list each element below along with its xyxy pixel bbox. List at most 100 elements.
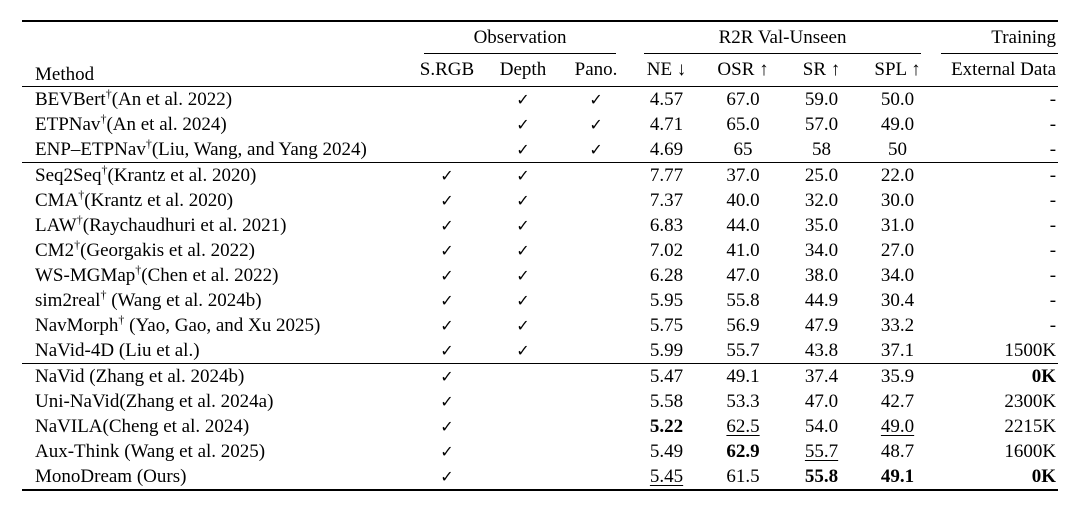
method-cell: ETPNav†(An et al. 2024) <box>22 112 410 137</box>
metric-cell: 34.0 <box>804 240 839 261</box>
header-group-row: Method Observation R2R Val-Unseen Traini… <box>22 21 1059 87</box>
dagger-mark: † <box>76 213 83 227</box>
metric-cell: 49.1 <box>726 366 760 387</box>
external-data-cell: - <box>1049 165 1057 186</box>
table-row: Seq2Seq†(Krantz et al. 2020) ✓ ✓ 7.77 37.0 25… <box>22 163 1058 189</box>
metric-cell: 47.0 <box>726 265 760 286</box>
metric-cell: 5.75 <box>649 315 684 336</box>
method-cell: NaVILA(Cheng et al. 2024) <box>22 414 410 439</box>
method-citation: (An et al. 2022) <box>111 89 233 110</box>
dagger-mark: † <box>101 162 108 177</box>
check-icon: ✓ <box>440 216 454 235</box>
metric-cell: 59.0 <box>804 89 839 110</box>
check-icon: ✓ <box>589 115 603 134</box>
empty-cell <box>562 163 630 189</box>
method-cell: BEVBert†(An et al. 2022) <box>22 87 410 113</box>
check-cell: ✓ <box>484 163 562 189</box>
metric-cell: 30.0 <box>880 190 915 211</box>
method-citation: (Krantz et al. 2020) <box>84 190 234 211</box>
check-cell: ✓ <box>410 338 484 364</box>
empty-cell <box>562 313 630 338</box>
table-row: CM2†(Georgakis et al. 2022) ✓ ✓ 7.02 41.0 34.… <box>22 238 1058 263</box>
metric-cell: 35.0 <box>804 215 839 236</box>
metric-cell: 6.28 <box>649 265 684 286</box>
metric-cell: 30.4 <box>880 290 915 311</box>
method-name: Uni-NaVid <box>35 391 120 412</box>
empty-cell <box>562 263 630 288</box>
method-name: ENP–ETPNav <box>35 139 146 160</box>
external-data-cell: 0K <box>1031 366 1057 387</box>
method-cell: Aux-Think (Wang et al. 2025) <box>22 439 410 464</box>
metric-cell: 6.83 <box>649 215 684 236</box>
method-name: LAW <box>35 215 77 236</box>
col-header-pano: Pano. <box>562 54 631 87</box>
col-header-method: Method <box>22 21 410 87</box>
check-cell: ✓ <box>484 87 562 113</box>
empty-cell <box>562 188 630 213</box>
method-name: Seq2Seq <box>35 165 102 186</box>
metric-cell: 47.9 <box>804 315 839 336</box>
metric-cell: 58 <box>812 139 832 160</box>
row-group-3: NaVid (Zhang et al. 2024b) ✓ 5.47 49.1 37.4 3… <box>22 363 1059 491</box>
method-citation: (Wang et al. 2025) <box>119 441 266 462</box>
check-cell: ✓ <box>410 389 484 414</box>
method-cell: Uni-NaVid(Zhang et al. 2024a) <box>22 389 410 414</box>
metric-cell: 7.77 <box>649 165 684 186</box>
check-cell: ✓ <box>562 137 630 163</box>
empty-cell <box>410 87 484 113</box>
metric-cell: 57.0 <box>804 114 839 135</box>
external-data-cell: - <box>1049 240 1057 261</box>
col-header-osr: OSR ↑ <box>703 54 784 87</box>
method-name: ETPNav <box>35 114 101 135</box>
row-group-1: BEVBert†(An et al. 2022) ✓ ✓ 4.57 67.0 59.0 50… <box>22 87 1058 163</box>
metric-cell: 48.7 <box>880 441 915 462</box>
results-table-container: Method Observation R2R Val-Unseen Traini… <box>22 20 1059 491</box>
metric-cell: 55.8 <box>804 466 839 487</box>
metric-cell: 32.0 <box>804 190 839 211</box>
metric-cell: 65.0 <box>726 114 760 135</box>
metric-cell: 5.49 <box>649 441 684 462</box>
metric-cell: 37.0 <box>726 165 760 186</box>
method-citation: (Zhang et al. 2024b) <box>84 366 245 387</box>
col-header-depth: Depth <box>484 54 562 87</box>
external-data-cell: 2215K <box>1004 416 1057 437</box>
check-cell: ✓ <box>484 213 562 238</box>
check-icon: ✓ <box>440 467 454 486</box>
external-data-cell: 2300K <box>1004 391 1057 412</box>
check-icon: ✓ <box>516 90 530 109</box>
metric-cell: 4.69 <box>649 139 684 160</box>
table-row: MonoDream (Ours) ✓ 5.45 61.5 55.8 49.1 0K <box>22 464 1058 490</box>
metric-cell: 44.0 <box>726 215 760 236</box>
check-cell: ✓ <box>562 87 630 113</box>
method-name: MonoDream <box>35 466 133 487</box>
dagger-mark: † <box>100 112 107 126</box>
empty-cell <box>562 389 630 414</box>
empty-cell <box>484 389 562 414</box>
empty-cell <box>562 338 630 364</box>
metric-cell: 44.9 <box>804 290 839 311</box>
metric-cell: 49.0 <box>880 416 915 437</box>
method-cell: NaVid-4D (Liu et al.) <box>22 338 410 364</box>
empty-cell <box>562 213 630 238</box>
empty-cell <box>562 439 630 464</box>
metric-cell: 54.0 <box>804 416 839 437</box>
metric-cell: 37.1 <box>880 340 915 361</box>
col-group-r2r-val-unseen-label: R2R Val-Unseen <box>718 27 847 48</box>
metric-cell: 34.0 <box>880 265 915 286</box>
table-row: ETPNav†(An et al. 2024) ✓ ✓ 4.71 65.0 57.0 49.… <box>22 112 1058 137</box>
external-data-cell: - <box>1049 265 1057 286</box>
method-name: NaVid <box>35 366 85 387</box>
metric-cell: 49.1 <box>880 466 915 487</box>
table-row: BEVBert†(An et al. 2022) ✓ ✓ 4.57 67.0 59.0 50… <box>22 87 1058 113</box>
external-data-cell: - <box>1049 215 1057 236</box>
table-row: sim2real† (Wang et al. 2024b) ✓ ✓ 5.95 55.8 4… <box>22 288 1058 313</box>
method-citation: (Zhang et al. 2024a) <box>119 391 274 412</box>
table-row: CMA†(Krantz et al. 2020) ✓ ✓ 7.37 40.0 32.0 30… <box>22 188 1058 213</box>
col-header-external-data: External Data <box>935 54 1059 87</box>
dagger-mark: † <box>118 313 125 327</box>
check-cell: ✓ <box>410 364 484 390</box>
col-group-r2r-val-unseen: R2R Val-Unseen <box>630 21 935 54</box>
col-header-srgb: S.RGB <box>410 54 484 87</box>
check-cell: ✓ <box>484 313 562 338</box>
empty-cell <box>562 414 630 439</box>
